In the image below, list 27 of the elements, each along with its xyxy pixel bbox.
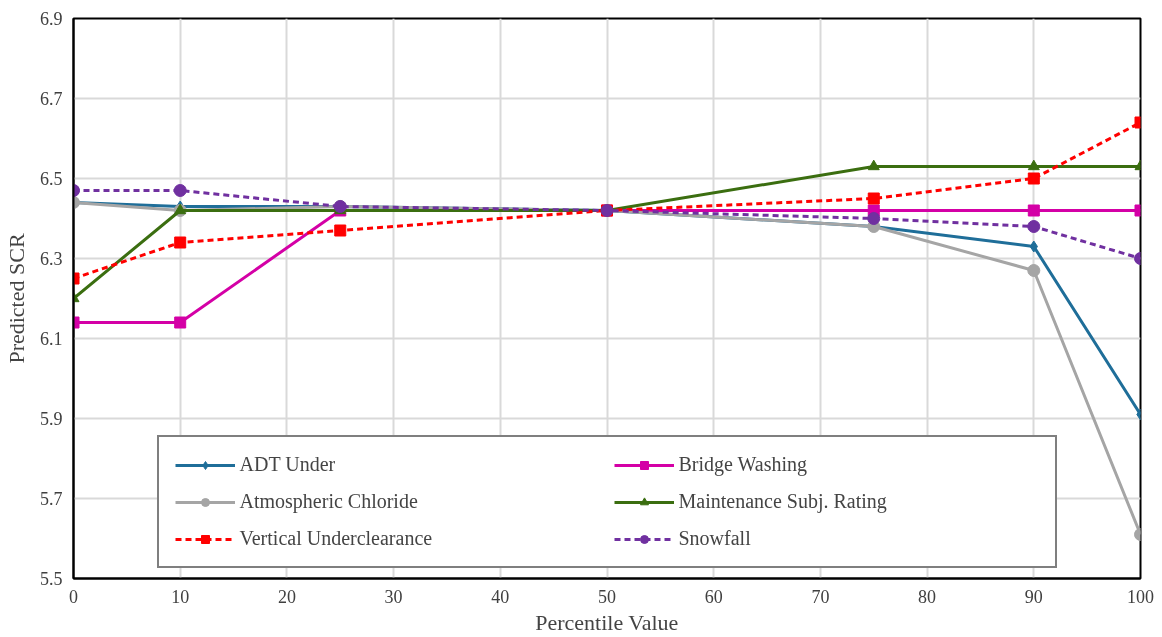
y-tick-label: 6.9 xyxy=(40,9,63,29)
legend-label: Vertical Underclearance xyxy=(239,527,434,550)
x-tick-label: 60 xyxy=(704,586,723,607)
y-tick-label: 5.9 xyxy=(40,409,63,429)
x-tick-label: 0 xyxy=(69,586,78,607)
x-tick-label: 100 xyxy=(1127,586,1154,607)
x-tick-label: 80 xyxy=(918,586,937,607)
y-tick-label: 5.5 xyxy=(40,569,63,589)
x-tick-label: 20 xyxy=(277,586,296,607)
x-tick-label: 40 xyxy=(491,586,510,607)
x-tick-label: 70 xyxy=(811,586,830,607)
legend-label: Maintenance Subj. Rating xyxy=(678,490,888,513)
x-axis-title: Percentile Value xyxy=(535,609,679,635)
y-axis-title: Predicted SCR xyxy=(4,233,29,364)
legend-label: Bridge Washing xyxy=(678,453,809,476)
legend-label: ADT Under xyxy=(239,453,337,476)
y-tick-label: 6.1 xyxy=(40,329,63,349)
x-tick-label: 50 xyxy=(598,586,616,607)
legend-label: Snowfall xyxy=(678,527,752,550)
y-tick-label: 6.3 xyxy=(40,249,63,269)
y-tick-label: 6.7 xyxy=(40,89,63,109)
x-tick-label: 90 xyxy=(1024,586,1043,607)
legend-label: Atmospheric Chloride xyxy=(239,490,419,513)
x-tick-label: 30 xyxy=(384,586,403,607)
y-tick-label: 6.5 xyxy=(40,169,63,189)
y-tick-label: 5.7 xyxy=(40,489,63,509)
x-tick-label: 10 xyxy=(171,586,190,607)
